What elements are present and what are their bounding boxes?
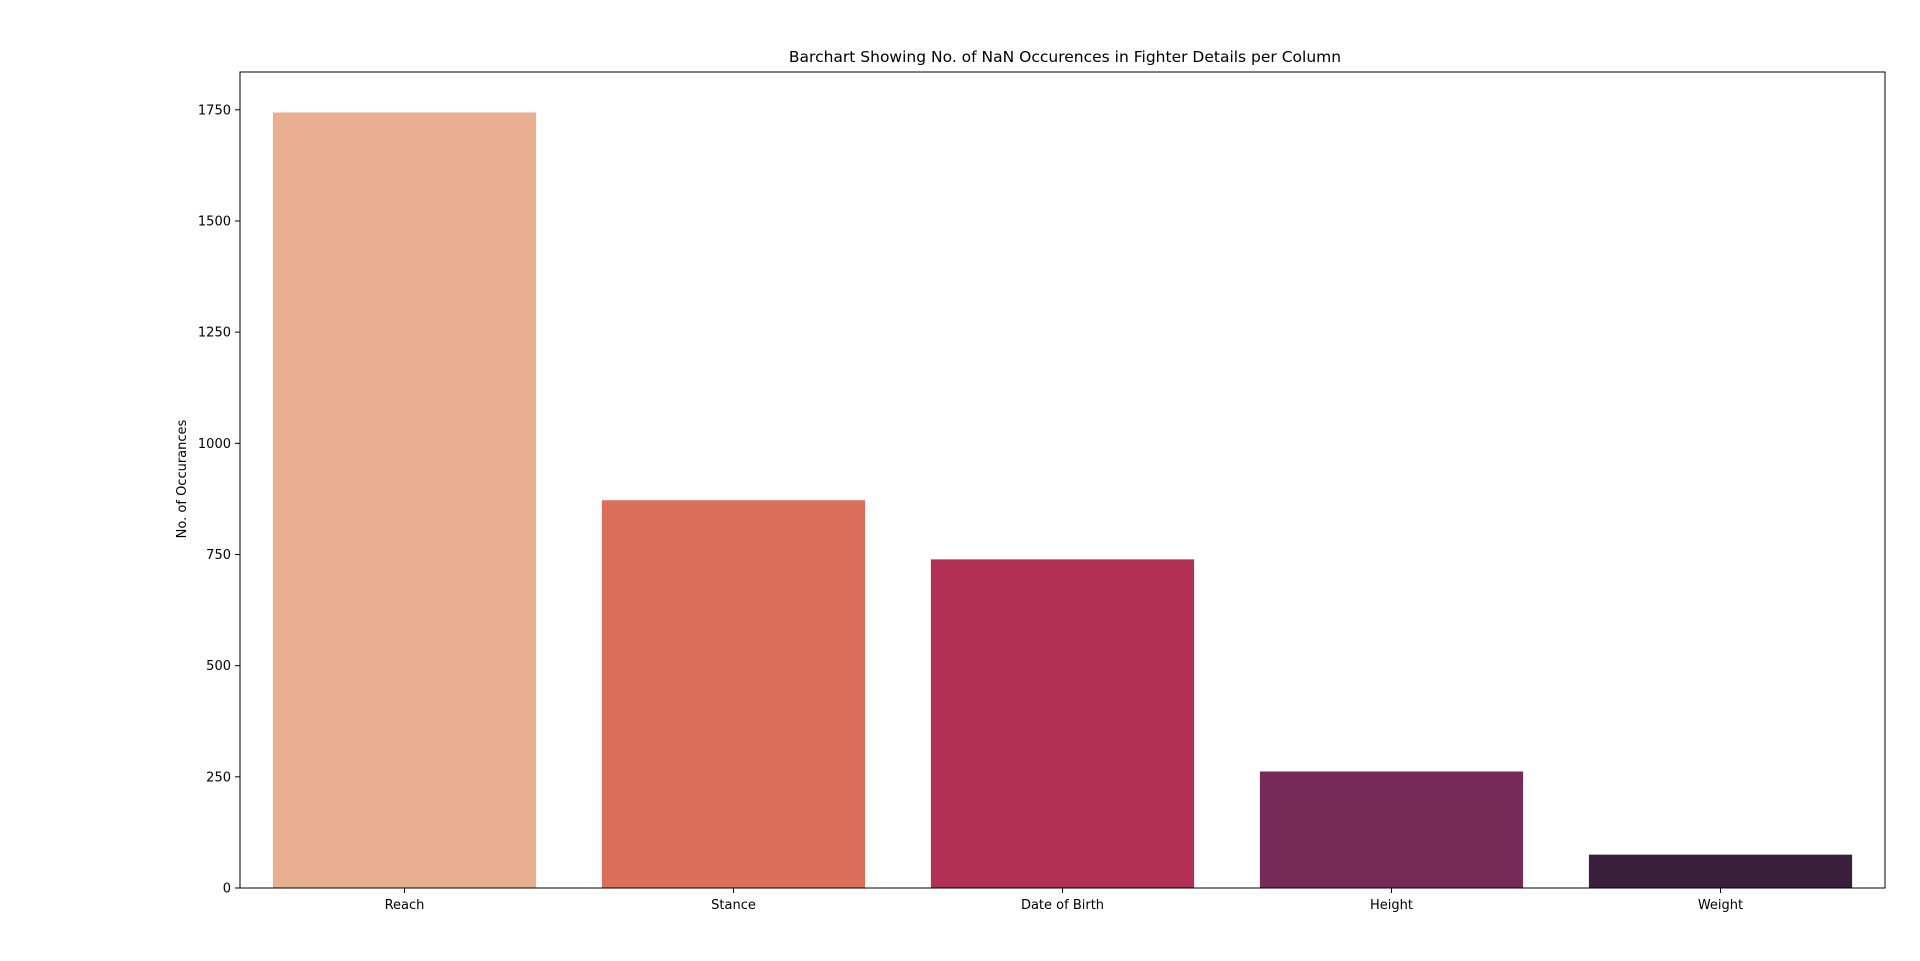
- x-tick-label: Height: [1370, 898, 1413, 913]
- y-tick-label: 1500: [198, 214, 231, 229]
- y-tick-label: 750: [206, 548, 231, 563]
- bar-height: [1259, 771, 1524, 888]
- y-axis-ticks: 0 250 500 750 1000 1250 1500 1750: [198, 103, 240, 897]
- bar-weight: [1588, 854, 1853, 888]
- x-axis-ticks: Reach Stance Date of Birth Height Weight: [385, 888, 1743, 913]
- y-axis-label: No. of Occurances: [175, 419, 190, 538]
- x-tick-label: Date of Birth: [1021, 898, 1104, 913]
- y-tick-label: 500: [206, 659, 231, 674]
- x-tick-label: Weight: [1698, 898, 1743, 913]
- x-tick-label: Reach: [385, 898, 425, 913]
- x-tick-label: Stance: [711, 898, 756, 913]
- plot-frame: [239, 71, 1886, 889]
- y-tick-label: 1250: [198, 326, 231, 341]
- bar-stance: [601, 500, 866, 888]
- y-tick-label: 250: [206, 770, 231, 785]
- y-tick-label: 1000: [198, 437, 231, 452]
- chart-title: Barchart Showing No. of NaN Occurences i…: [789, 48, 1341, 66]
- y-tick-label: 1750: [198, 103, 231, 118]
- bars-group: [272, 112, 1853, 888]
- bar-date-of-birth: [930, 559, 1195, 888]
- bar-reach: [272, 112, 537, 888]
- y-tick-label: 0: [223, 882, 231, 897]
